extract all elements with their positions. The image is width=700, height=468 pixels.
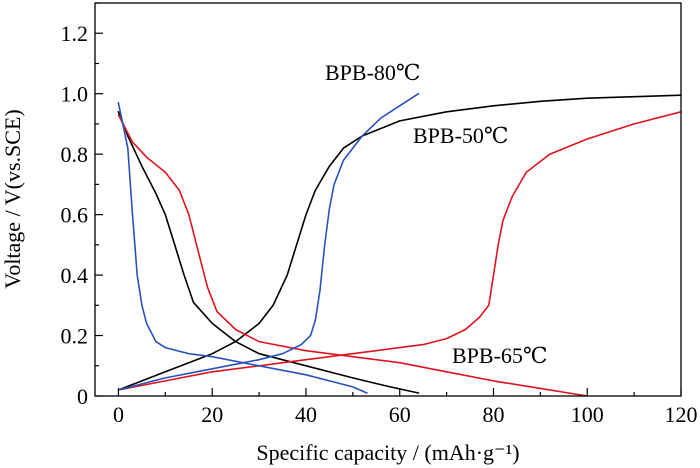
y-tick-label: 0.4 (61, 263, 89, 288)
series-bpb-50-charge (117, 94, 682, 391)
plot-lines (117, 92, 682, 397)
x-tick-label: 100 (571, 402, 604, 427)
series-bpb-80-charge (117, 92, 420, 391)
series-bpb-65-discharge (117, 114, 588, 397)
y-tick-label: 1.0 (61, 82, 89, 107)
series-bpb-80-discharge (117, 102, 368, 394)
annotation-bpb-65: BPB-65℃ (452, 343, 548, 368)
x-tick-label: 40 (295, 402, 317, 427)
plot-frame (94, 2, 682, 397)
annotations: BPB-80℃ BPB-50℃ BPB-65℃ (325, 60, 548, 368)
x-tick-label: 0 (113, 402, 124, 427)
series-bpb-65-charge (117, 111, 682, 391)
x-axis-label: Specific capacity / (mAh·g⁻¹) (256, 440, 519, 465)
axis-ticks (95, 2, 682, 397)
y-axis-label: Voltage / V(vs.SCE) (0, 109, 25, 288)
y-tick-label: 0.2 (61, 324, 89, 349)
x-tick-label: 80 (482, 402, 504, 427)
y-tick-label: 1.2 (61, 21, 89, 46)
annotation-bpb-80: BPB-80℃ (325, 60, 421, 85)
y-tick-label: 0.8 (61, 142, 89, 167)
y-tick-label: 0.6 (61, 203, 89, 228)
x-tick-label: 60 (389, 402, 411, 427)
x-tick-label: 20 (201, 402, 223, 427)
annotation-bpb-50: BPB-50℃ (413, 123, 509, 148)
y-tick-label: 0 (77, 384, 88, 409)
series-bpb-50-discharge (117, 111, 420, 394)
x-tick-label: 120 (665, 402, 698, 427)
tick-labels: 0 20 40 60 80 100 120 0 0.2 0.4 0.6 0.8 1.0 1.2 (61, 21, 698, 427)
